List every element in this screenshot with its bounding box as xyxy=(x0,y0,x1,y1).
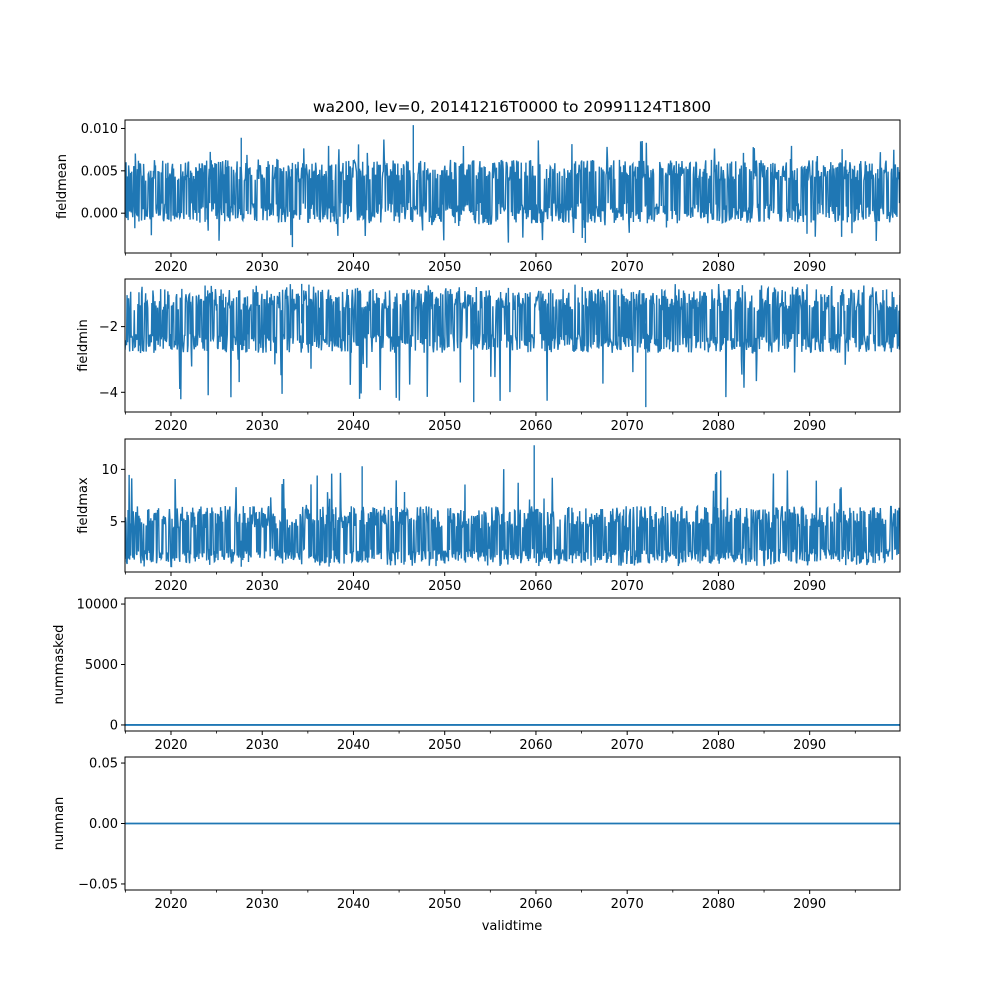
x-tick-label: 2050 xyxy=(428,419,461,434)
x-tick-label: 2060 xyxy=(519,419,552,434)
x-tick-label: 2020 xyxy=(154,738,187,753)
y-axis-label-nummasked: nummasked xyxy=(52,625,67,705)
x-tick-label: 2080 xyxy=(702,738,735,753)
y-tick-label: −4 xyxy=(99,386,118,401)
x-tick-label: 2070 xyxy=(611,419,644,434)
y-tick-label: 0.000 xyxy=(81,207,118,222)
x-tick-label: 2060 xyxy=(519,897,552,912)
panel-fieldmin: 2020 2030 2040 2050 2060 2070 2080 2090 −2 −4 fiel… xyxy=(76,278,901,434)
x-tick-label: 2090 xyxy=(793,260,826,275)
x-tick-label: 2040 xyxy=(337,419,370,434)
x-tick-label: 2090 xyxy=(793,738,826,753)
x-tick-label: 2020 xyxy=(154,260,187,275)
y-tick-label: 0.00 xyxy=(89,817,118,832)
y-tick-label: −0.05 xyxy=(78,877,118,892)
x-tick-label: 2070 xyxy=(611,260,644,275)
x-tick-label: 2070 xyxy=(611,897,644,912)
x-tick-label: 2090 xyxy=(793,419,826,434)
x-tick-label: 2060 xyxy=(519,738,552,753)
x-tick-label: 2020 xyxy=(154,897,187,912)
y-axis-label-fieldmean: fieldmean xyxy=(55,154,70,219)
axes-frame xyxy=(124,119,901,254)
y-axis-label-numnan: numnan xyxy=(52,797,67,851)
panel-fieldmax: 2020 2030 2040 2050 2060 2070 2080 2090 5 10 field… xyxy=(76,438,901,594)
y-tick-label: 10000 xyxy=(77,598,118,613)
x-tick-label: 2060 xyxy=(519,260,552,275)
y-tick-label: 0.010 xyxy=(81,122,118,137)
x-tick-label: 2070 xyxy=(611,579,644,594)
x-tick-label: 2050 xyxy=(428,579,461,594)
panel-nummasked: 2020 2030 2040 2050 2060 2070 2080 2090 0 5000 100… xyxy=(52,597,901,753)
x-tick-label: 2040 xyxy=(337,738,370,753)
x-tick-label: 2080 xyxy=(702,260,735,275)
y-tick-label: 5000 xyxy=(85,658,118,673)
x-tick-label: 2050 xyxy=(428,738,461,753)
x-tick-label: 2020 xyxy=(154,579,187,594)
y-tick-label: 5 xyxy=(110,515,118,530)
x-tick-label: 2080 xyxy=(702,897,735,912)
x-tick-label: 2090 xyxy=(793,579,826,594)
x-tick-label: 2020 xyxy=(154,419,187,434)
series-line-fieldmax xyxy=(125,445,900,568)
x-tick-label: 2030 xyxy=(246,897,279,912)
y-tick-label: 10 xyxy=(101,463,118,478)
x-tick-label: 2030 xyxy=(246,579,279,594)
series-line-fieldmin xyxy=(125,283,900,408)
panel-fieldmean: 2020 2030 2040 2050 2060 2070 2080 2090 0.000 0.0… xyxy=(55,119,901,275)
axes-frame xyxy=(124,278,901,413)
axes-frame xyxy=(124,597,901,732)
y-axis-label-fieldmax: fieldmax xyxy=(76,477,91,534)
axes-frame xyxy=(124,438,901,573)
x-tick-label: 2050 xyxy=(428,897,461,912)
x-tick-label: 2060 xyxy=(519,579,552,594)
y-axis-label-fieldmin: fieldmin xyxy=(76,319,91,372)
x-tick-label: 2030 xyxy=(246,419,279,434)
y-tick-label: −2 xyxy=(99,320,118,335)
subplots: 2020 2030 2040 2050 2060 2070 2080 20900.0000.0… xyxy=(52,119,901,912)
y-tick-label: 0 xyxy=(110,718,118,733)
panel-numnan: 2020 2030 2040 2050 2060 2070 2080 2090 0.05 0.00… xyxy=(52,756,901,912)
x-tick-label: 2070 xyxy=(611,738,644,753)
x-tick-label: 2050 xyxy=(428,260,461,275)
x-axis-label: validtime xyxy=(482,919,543,934)
x-tick-label: 2040 xyxy=(337,579,370,594)
x-tick-label: 2030 xyxy=(246,738,279,753)
chart-title: wa200, lev=0, 20141216T0000 to 20991124T… xyxy=(313,98,711,116)
x-tick-label: 2090 xyxy=(793,897,826,912)
y-tick-label: 0.05 xyxy=(89,757,118,772)
x-tick-label: 2080 xyxy=(702,579,735,594)
x-tick-label: 2080 xyxy=(702,419,735,434)
x-tick-label: 2040 xyxy=(337,897,370,912)
series-line-fieldmean xyxy=(125,125,900,248)
x-tick-label: 2040 xyxy=(337,260,370,275)
y-tick-label: 0.005 xyxy=(81,164,118,179)
x-tick-label: 2030 xyxy=(246,260,279,275)
